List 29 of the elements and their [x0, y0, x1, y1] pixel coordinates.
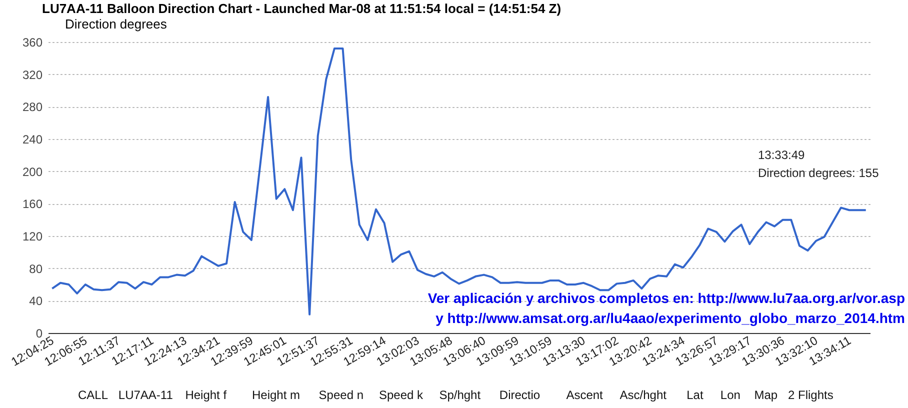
y-tick-label: 0 [36, 326, 43, 340]
text: Lat [686, 388, 704, 402]
text: Direction degrees [65, 16, 168, 32]
y-tick-label: 240 [22, 132, 43, 146]
y-tick-label: 200 [22, 164, 43, 179]
text: Height f [185, 388, 228, 402]
annotation: Ver aplicación y archivos completos en: http://www.lu7aa.org.ar/vor.asp [428, 290, 905, 306]
y-tick-label: 40 [29, 294, 43, 308]
text: 2 Flights [788, 388, 834, 402]
annotation: 13:33:49 Direction degrees: 155 [758, 148, 880, 180]
text: Sp/hght [439, 388, 482, 402]
text: Directio [499, 388, 540, 402]
text: Lon [720, 388, 740, 402]
text: Asc/hght [620, 388, 668, 402]
text: CALL [78, 388, 108, 402]
text: Speed k [379, 388, 424, 402]
chart-title: LU7AA-11 Balloon Direction Chart - Launched Mar-08 at 11:51:54 local = (14:51:54 Z) [42, 1, 562, 16]
y-tick-label: 320 [22, 68, 43, 82]
y-tick-label: 160 [22, 197, 43, 212]
text: Ascent [566, 388, 604, 402]
y-tick-label: 80 [29, 262, 43, 276]
text: Speed n [318, 388, 364, 402]
text: Height m [252, 388, 300, 402]
y-tick-label: 360 [22, 36, 43, 50]
text: Map [754, 388, 778, 402]
annotation: y http://www.amsat.org.ar/lu4aao/experimento_globo_marzo_2014.htm [436, 310, 905, 326]
y-tick-label: 280 [22, 100, 43, 114]
y-tick-label: 120 [22, 230, 43, 244]
text: LU7AA-11 [118, 388, 174, 402]
